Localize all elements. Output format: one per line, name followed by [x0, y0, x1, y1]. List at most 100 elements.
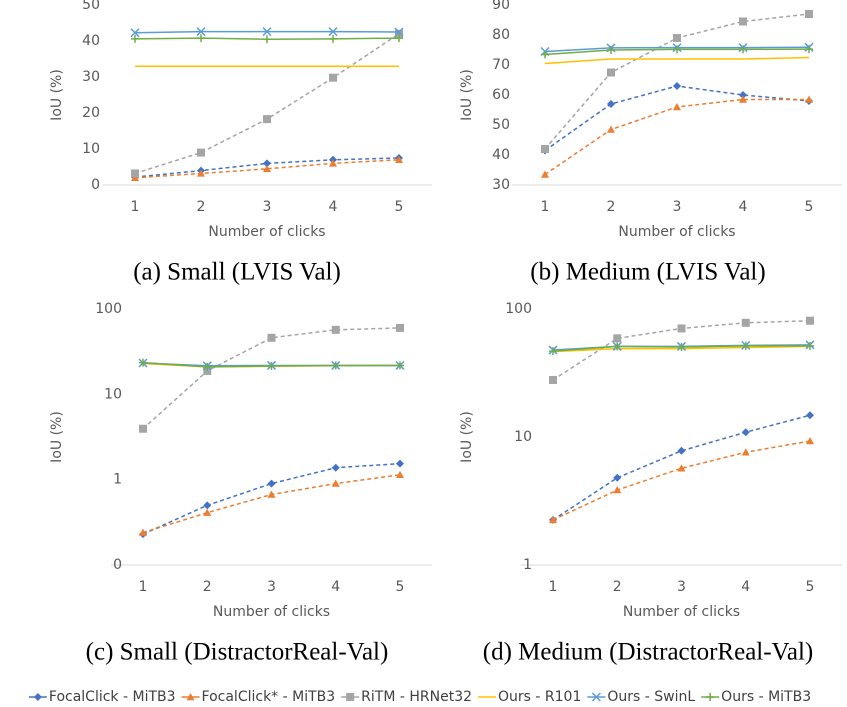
legend-entry: Ours - R101 — [478, 689, 581, 705]
y-tick-label: 30 — [82, 69, 100, 85]
marker — [673, 45, 681, 54]
y-tick-label: 20 — [82, 105, 100, 121]
x-tick-label: 5 — [805, 199, 814, 215]
marker — [805, 10, 813, 18]
legend-label: Ours - SwinL — [607, 689, 695, 705]
y-axis-title: IoU (%) — [49, 411, 65, 463]
x-axis-title: Number of clicks — [618, 224, 735, 240]
marker — [197, 169, 205, 177]
y-tick-label: 0 — [91, 177, 100, 193]
marker — [549, 375, 557, 384]
marker — [739, 91, 747, 99]
caption: (d) Medium (DistractorReal-Val) — [483, 639, 813, 666]
x-tick-label: 2 — [607, 199, 616, 215]
marker — [541, 170, 549, 178]
y-tick-label: 10 — [104, 386, 122, 402]
series-line — [142, 462, 401, 535]
marker — [613, 486, 622, 494]
y-tick-label: 10 — [514, 429, 532, 445]
marker — [607, 100, 615, 108]
legend-label: FocalClick - MiTB3 — [49, 689, 176, 705]
marker — [549, 515, 557, 524]
marker — [739, 95, 747, 103]
marker — [805, 45, 813, 54]
marker — [549, 347, 557, 356]
series-line — [134, 33, 400, 175]
x-axis-title: Number of clicks — [208, 224, 325, 240]
marker — [806, 341, 814, 350]
marker — [607, 46, 615, 54]
y-axis-title: IoU (%) — [459, 69, 475, 121]
subplot: 0 10 20 30 40 50 1 2 3 4 5 Number of clicks IoU (%) (… — [49, 0, 432, 286]
marker — [741, 318, 750, 327]
marker — [739, 45, 747, 54]
legend-entry: Ours - MiTB3 — [701, 689, 811, 705]
legend-label: Ours - MiTB3 — [721, 689, 811, 705]
subplot: 1 10 100 1 2 3 4 5 Number of clicks IoU (%) (d) Me… — [459, 301, 843, 666]
marker — [329, 73, 337, 82]
x-tick-label: 5 — [396, 579, 405, 595]
marker — [267, 333, 276, 342]
marker — [541, 50, 549, 59]
marker — [329, 34, 337, 43]
subplot: 30 40 50 60 70 80 90 1 2 3 4 5 Number of clicks IoU (… — [459, 0, 842, 286]
x-tick-label: 2 — [203, 579, 212, 595]
y-tick-label: 10 — [82, 141, 100, 157]
marker — [331, 325, 340, 334]
marker — [741, 448, 750, 456]
marker — [741, 428, 750, 437]
legend-entry: Ours - SwinL — [587, 689, 695, 705]
series-line — [142, 327, 401, 430]
x-tick-label: 2 — [197, 199, 206, 215]
y-tick-label: 90 — [492, 0, 510, 13]
y-tick-label: 60 — [492, 87, 510, 103]
marker — [186, 693, 195, 701]
marker — [677, 464, 686, 472]
legend-label: FocalClick* - MiTB3 — [202, 689, 336, 705]
y-tick-label: 0 — [113, 557, 122, 573]
marker — [673, 82, 681, 90]
marker — [805, 95, 813, 103]
marker — [203, 362, 212, 371]
marker — [613, 334, 622, 343]
marker — [613, 473, 622, 482]
marker — [331, 479, 340, 487]
y-tick-label: 40 — [82, 33, 100, 49]
marker — [263, 164, 271, 172]
x-tick-label: 5 — [806, 579, 815, 595]
marker — [203, 501, 212, 510]
marker — [673, 34, 681, 42]
marker — [706, 693, 715, 701]
y-tick-label: 50 — [492, 117, 510, 133]
caption: (c) Small (DistractorReal-Val) — [86, 639, 389, 666]
y-tick-label: 30 — [492, 177, 510, 193]
x-tick-label: 3 — [267, 579, 276, 595]
y-tick-label: 80 — [492, 27, 510, 43]
legend-entry: RiTM - HRNet32 — [341, 689, 472, 705]
x-tick-label: 2 — [613, 579, 622, 595]
series-line — [134, 159, 400, 179]
x-tick-label: 4 — [741, 579, 750, 595]
x-tick-label: 4 — [329, 199, 338, 215]
subplot: 0 1 10 100 1 2 3 4 5 Number of clicks IoU (%) (c) S… — [49, 301, 433, 666]
marker — [197, 34, 205, 43]
marker — [263, 115, 271, 124]
series-line — [552, 440, 811, 521]
legend-label: RiTM - HRNet32 — [361, 689, 472, 705]
marker — [396, 323, 404, 332]
marker — [196, 27, 206, 37]
legend-entry: FocalClick* - MiTB3 — [181, 689, 336, 705]
marker — [677, 324, 686, 333]
x-tick-label: 1 — [139, 579, 148, 595]
marker — [203, 508, 212, 516]
marker — [396, 361, 404, 370]
marker — [396, 459, 404, 468]
marker — [267, 361, 276, 370]
series-line — [544, 98, 809, 176]
marker — [203, 366, 212, 375]
marker — [607, 125, 615, 133]
marker — [741, 341, 750, 350]
marker — [806, 316, 814, 325]
y-axis-title: IoU (%) — [459, 411, 475, 463]
marker — [263, 35, 271, 44]
